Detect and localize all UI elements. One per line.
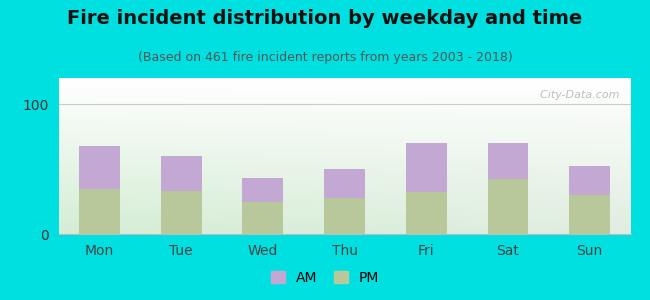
Bar [488, 143, 528, 179]
Bar [569, 195, 610, 234]
Bar [161, 191, 202, 234]
Bar [488, 179, 528, 234]
Bar [406, 192, 447, 234]
Bar [406, 143, 447, 192]
Text: Fire incident distribution by weekday and time: Fire incident distribution by weekday an… [68, 9, 582, 28]
Bar [79, 188, 120, 234]
Bar [569, 167, 610, 195]
Bar [79, 146, 120, 188]
Bar [242, 178, 283, 202]
Text: City-Data.com: City-Data.com [532, 91, 619, 100]
Bar [324, 169, 365, 198]
Bar [161, 156, 202, 191]
Bar [242, 202, 283, 234]
Legend: AM, PM: AM, PM [265, 265, 385, 290]
Bar [324, 198, 365, 234]
Text: (Based on 461 fire incident reports from years 2003 - 2018): (Based on 461 fire incident reports from… [138, 51, 512, 64]
